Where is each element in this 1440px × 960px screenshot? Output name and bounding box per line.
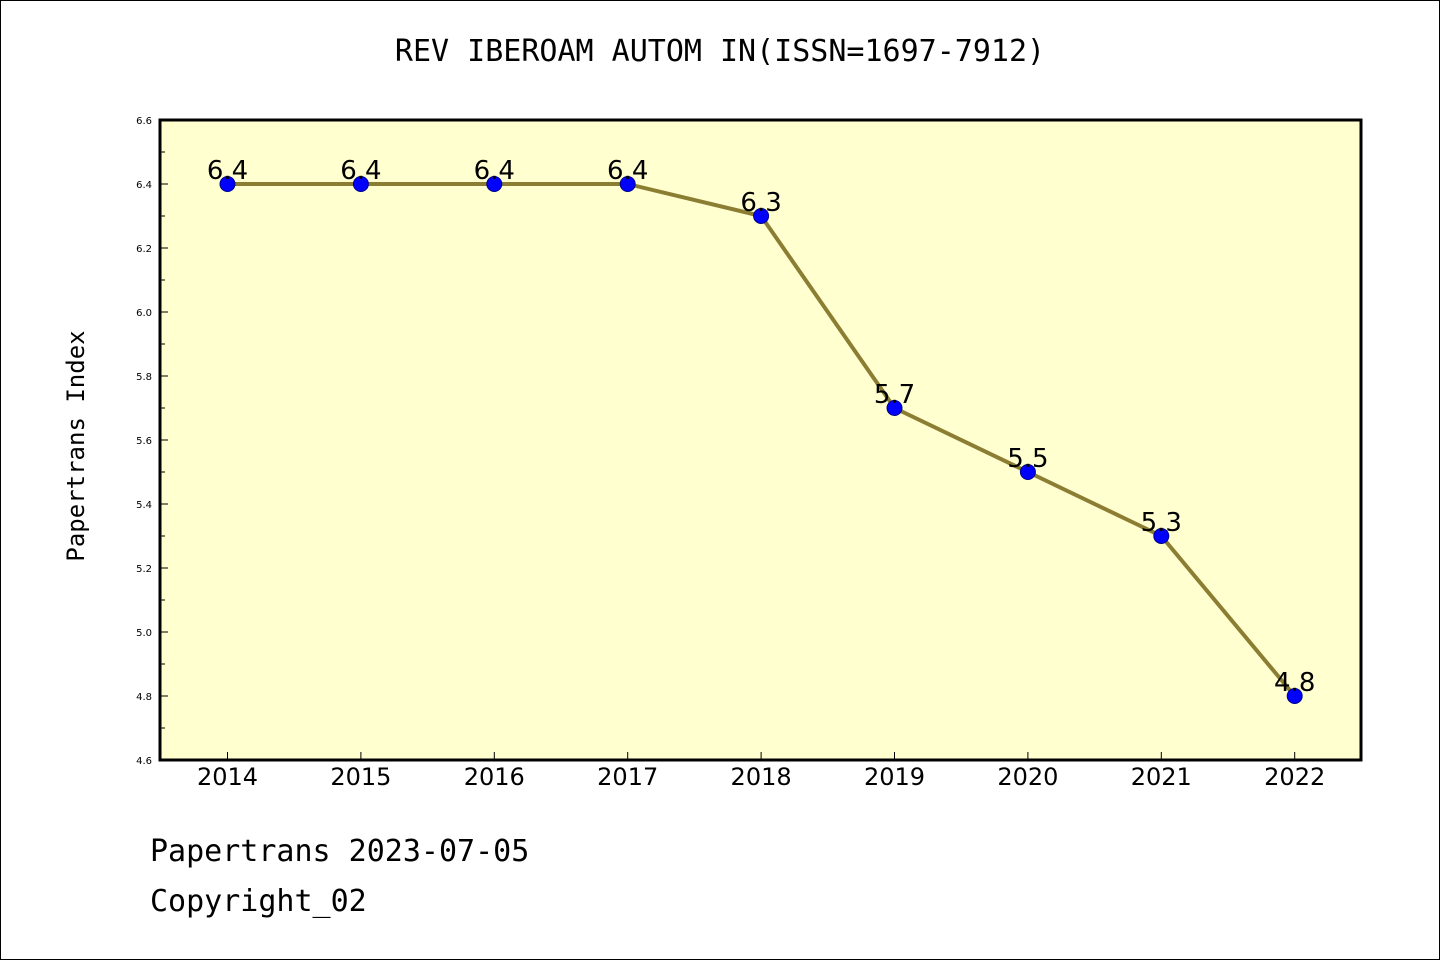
x-tick-label: 2014 — [197, 763, 258, 791]
x-tick-label: 2018 — [731, 763, 792, 791]
footer-copyright: Copyright_02 — [150, 884, 367, 919]
x-tick-label: 2019 — [864, 763, 925, 791]
y-tick-label: 4.8 — [136, 692, 152, 703]
data-point — [1019, 464, 1036, 480]
footer-date: Papertrans 2023-07-05 — [150, 834, 530, 869]
data-label: 5.7 — [874, 380, 915, 410]
data-point — [352, 176, 369, 192]
y-axis-ticks: 4.6 4.8 5.0 5.2 5.4 5.6 5.8 6.0 6.2 6.4 6.6 — [136, 116, 168, 767]
data-label: 6.4 — [474, 156, 515, 186]
x-tick-label: 2022 — [1264, 763, 1325, 791]
data-label: 6.4 — [607, 156, 648, 186]
data-label: 6.4 — [207, 156, 248, 186]
y-tick-label: 6.0 — [136, 308, 152, 319]
data-label: 6.4 — [340, 156, 381, 186]
chart-title: REV IBEROAM AUTOM IN(ISSN=1697-7912) — [394, 34, 1046, 69]
x-tick-label: 2016 — [464, 763, 525, 791]
y-tick-label: 4.6 — [136, 756, 152, 767]
data-point — [486, 176, 503, 192]
data-markers — [219, 176, 1303, 704]
data-label: 6.3 — [740, 188, 781, 218]
data-label: 5.3 — [1141, 508, 1182, 538]
data-point — [219, 176, 236, 192]
y-tick-label: 5.4 — [136, 500, 152, 511]
y-tick-label: 5.2 — [136, 564, 152, 575]
x-tick-label: 2015 — [330, 763, 391, 791]
data-point — [753, 208, 770, 224]
x-tick-label: 2017 — [597, 763, 658, 791]
y-tick-label: 6.4 — [136, 180, 152, 191]
data-point — [1153, 528, 1170, 544]
x-axis-ticks: 2014 2015 2016 2017 2018 2019 2020 2021 2022 — [197, 752, 1325, 791]
data-labels: 6.4 6.4 6.4 6.4 6.3 5.7 5.5 5.3 4.8 — [207, 156, 1316, 698]
y-tick-label: 5.0 — [136, 628, 152, 639]
y-tick-label: 6.2 — [136, 244, 152, 255]
data-label: 5.5 — [1007, 444, 1048, 474]
y-tick-label: 5.6 — [136, 436, 152, 447]
x-tick-label: 2021 — [1131, 763, 1192, 791]
y-tick-label: 6.6 — [136, 116, 152, 127]
x-tick-label: 2020 — [997, 763, 1058, 791]
data-point — [619, 176, 636, 192]
data-label: 4.8 — [1274, 668, 1315, 698]
data-point — [1286, 688, 1303, 704]
plot-area — [158, 118, 1363, 762]
y-tick-label: 5.8 — [136, 372, 152, 383]
data-point — [886, 400, 903, 416]
